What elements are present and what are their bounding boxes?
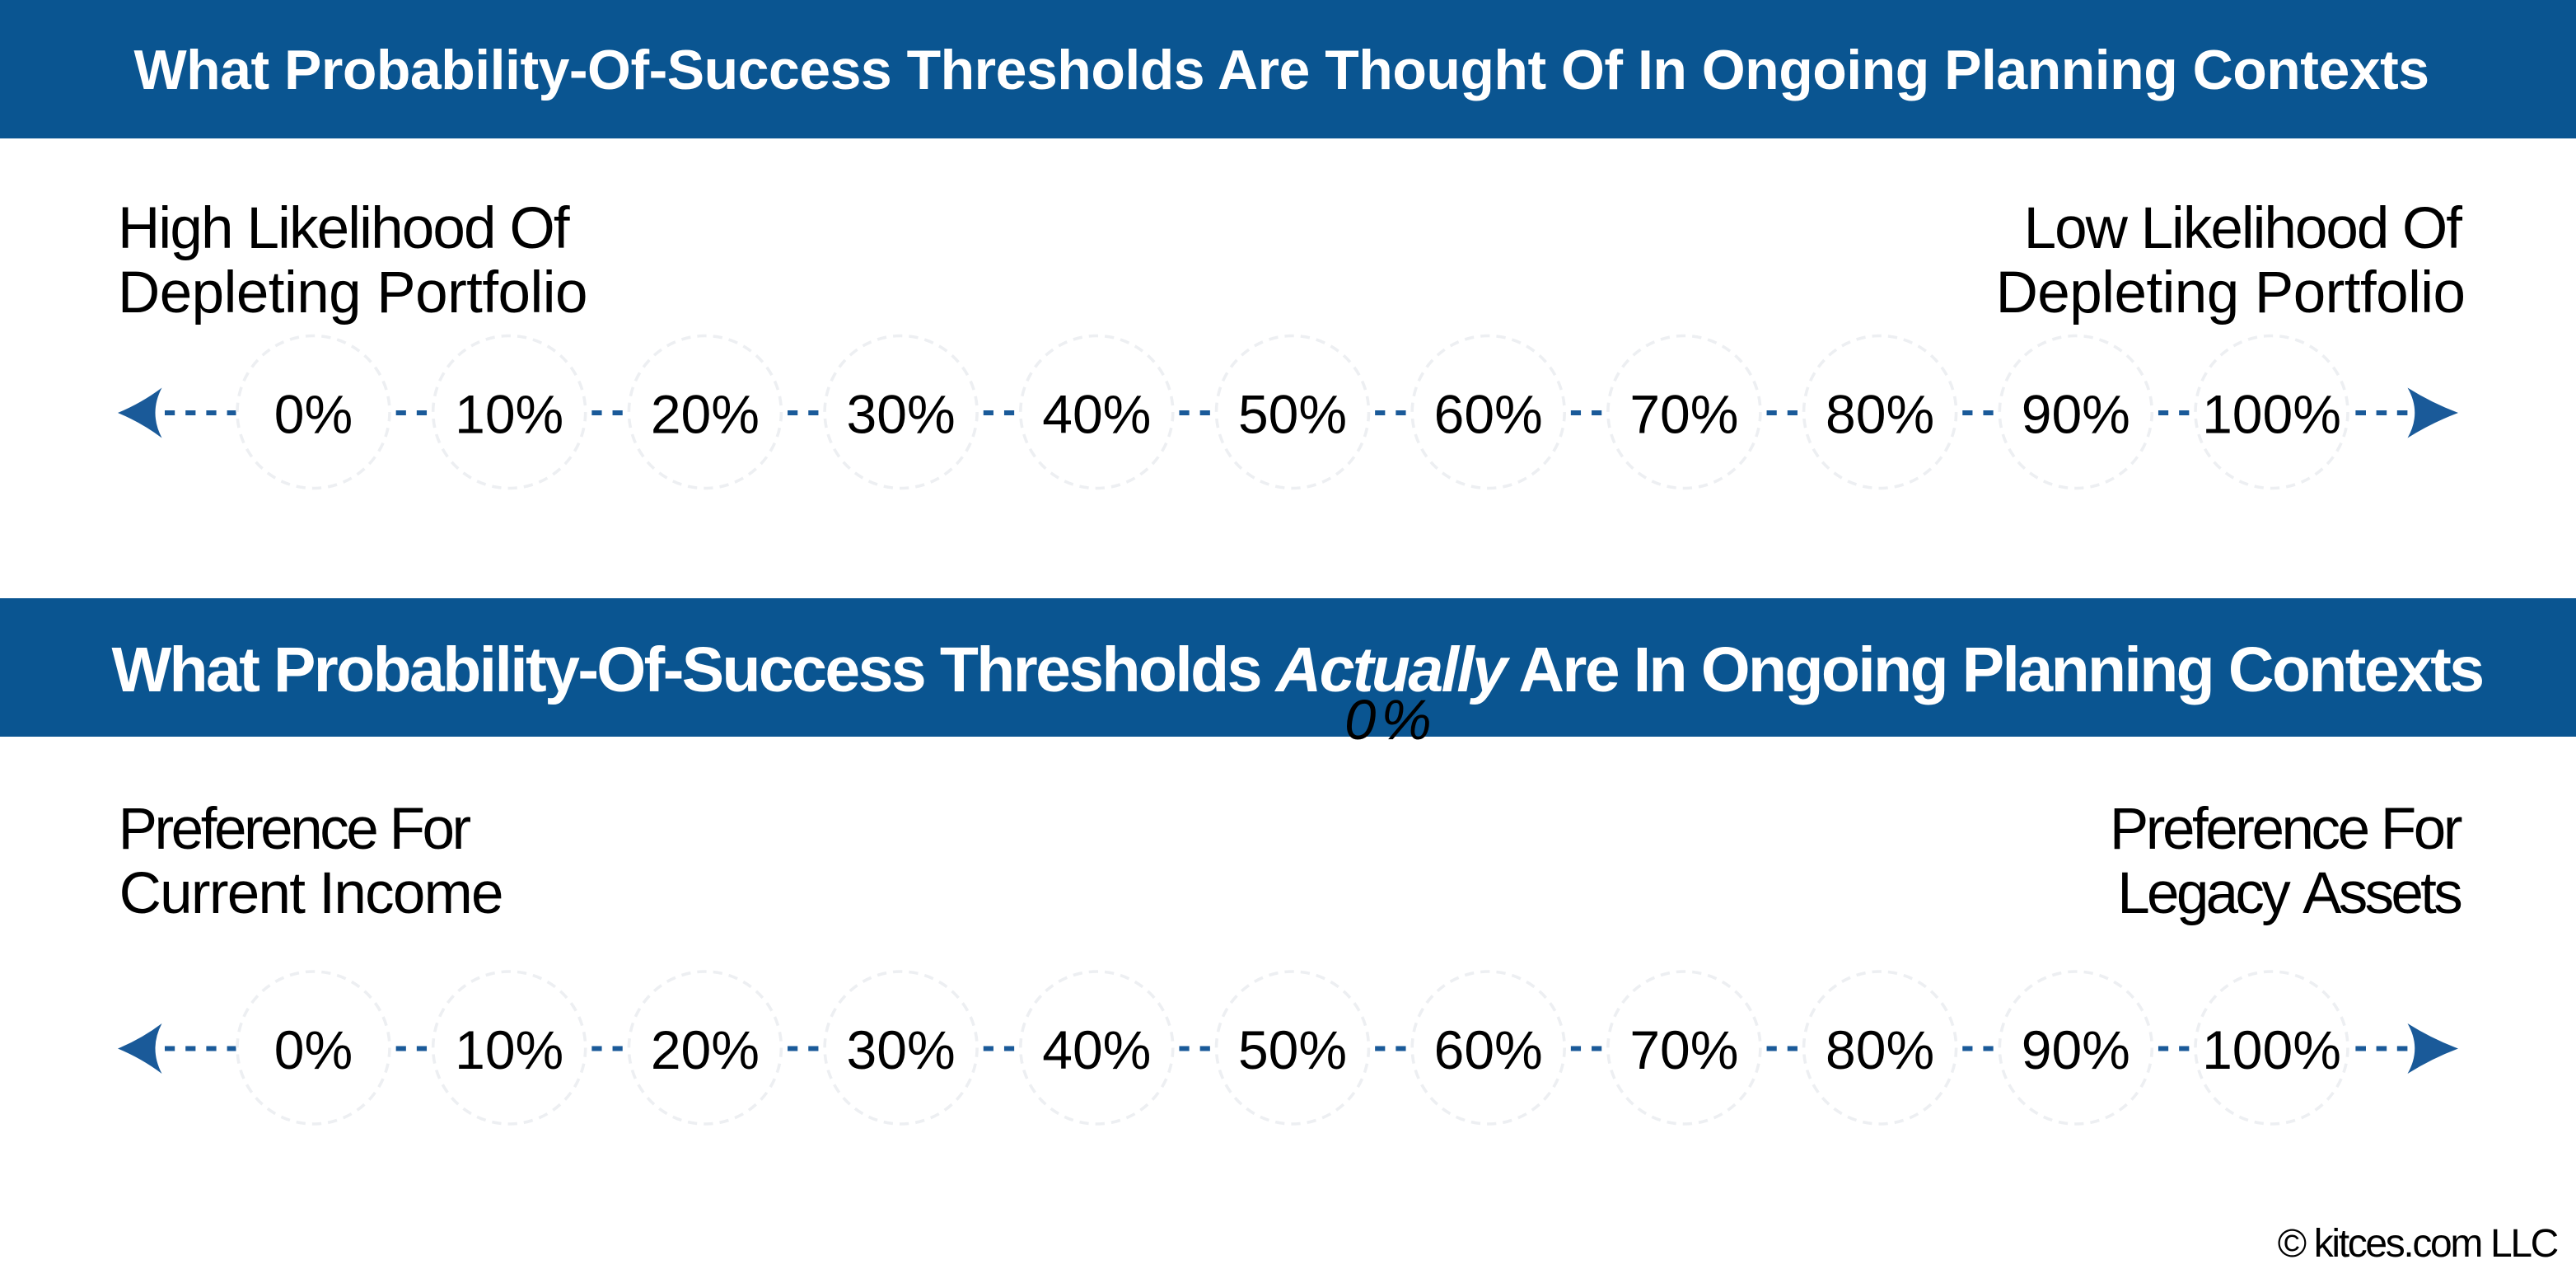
svg-text:60%: 60% (1434, 384, 1543, 445)
svg-text:20%: 20% (651, 384, 760, 445)
svg-text:100%: 100% (2202, 1019, 2341, 1080)
svg-text:80%: 80% (1826, 1019, 1934, 1080)
svg-text:20%: 20% (651, 1019, 760, 1080)
svg-text:40%: 40% (1042, 1019, 1151, 1080)
svg-text:90%: 90% (2022, 384, 2130, 445)
svg-text:0%: 0% (274, 384, 353, 445)
svg-text:80%: 80% (1826, 384, 1934, 445)
svg-text:40%: 40% (1042, 384, 1151, 445)
svg-text:0%: 0% (274, 1019, 353, 1080)
svg-text:10%: 10% (455, 1019, 563, 1080)
svg-text:50%: 50% (1238, 1019, 1347, 1080)
svg-text:90%: 90% (2022, 1019, 2130, 1080)
svg-text:70%: 70% (1629, 384, 1738, 445)
svg-text:30%: 30% (847, 1019, 956, 1080)
svg-text:30%: 30% (847, 384, 956, 445)
svg-text:100%: 100% (2202, 384, 2341, 445)
svg-text:70%: 70% (1629, 1019, 1738, 1080)
svg-text:10%: 10% (455, 384, 563, 445)
svg-text:50%: 50% (1238, 384, 1347, 445)
svg-text:60%: 60% (1434, 1019, 1543, 1080)
